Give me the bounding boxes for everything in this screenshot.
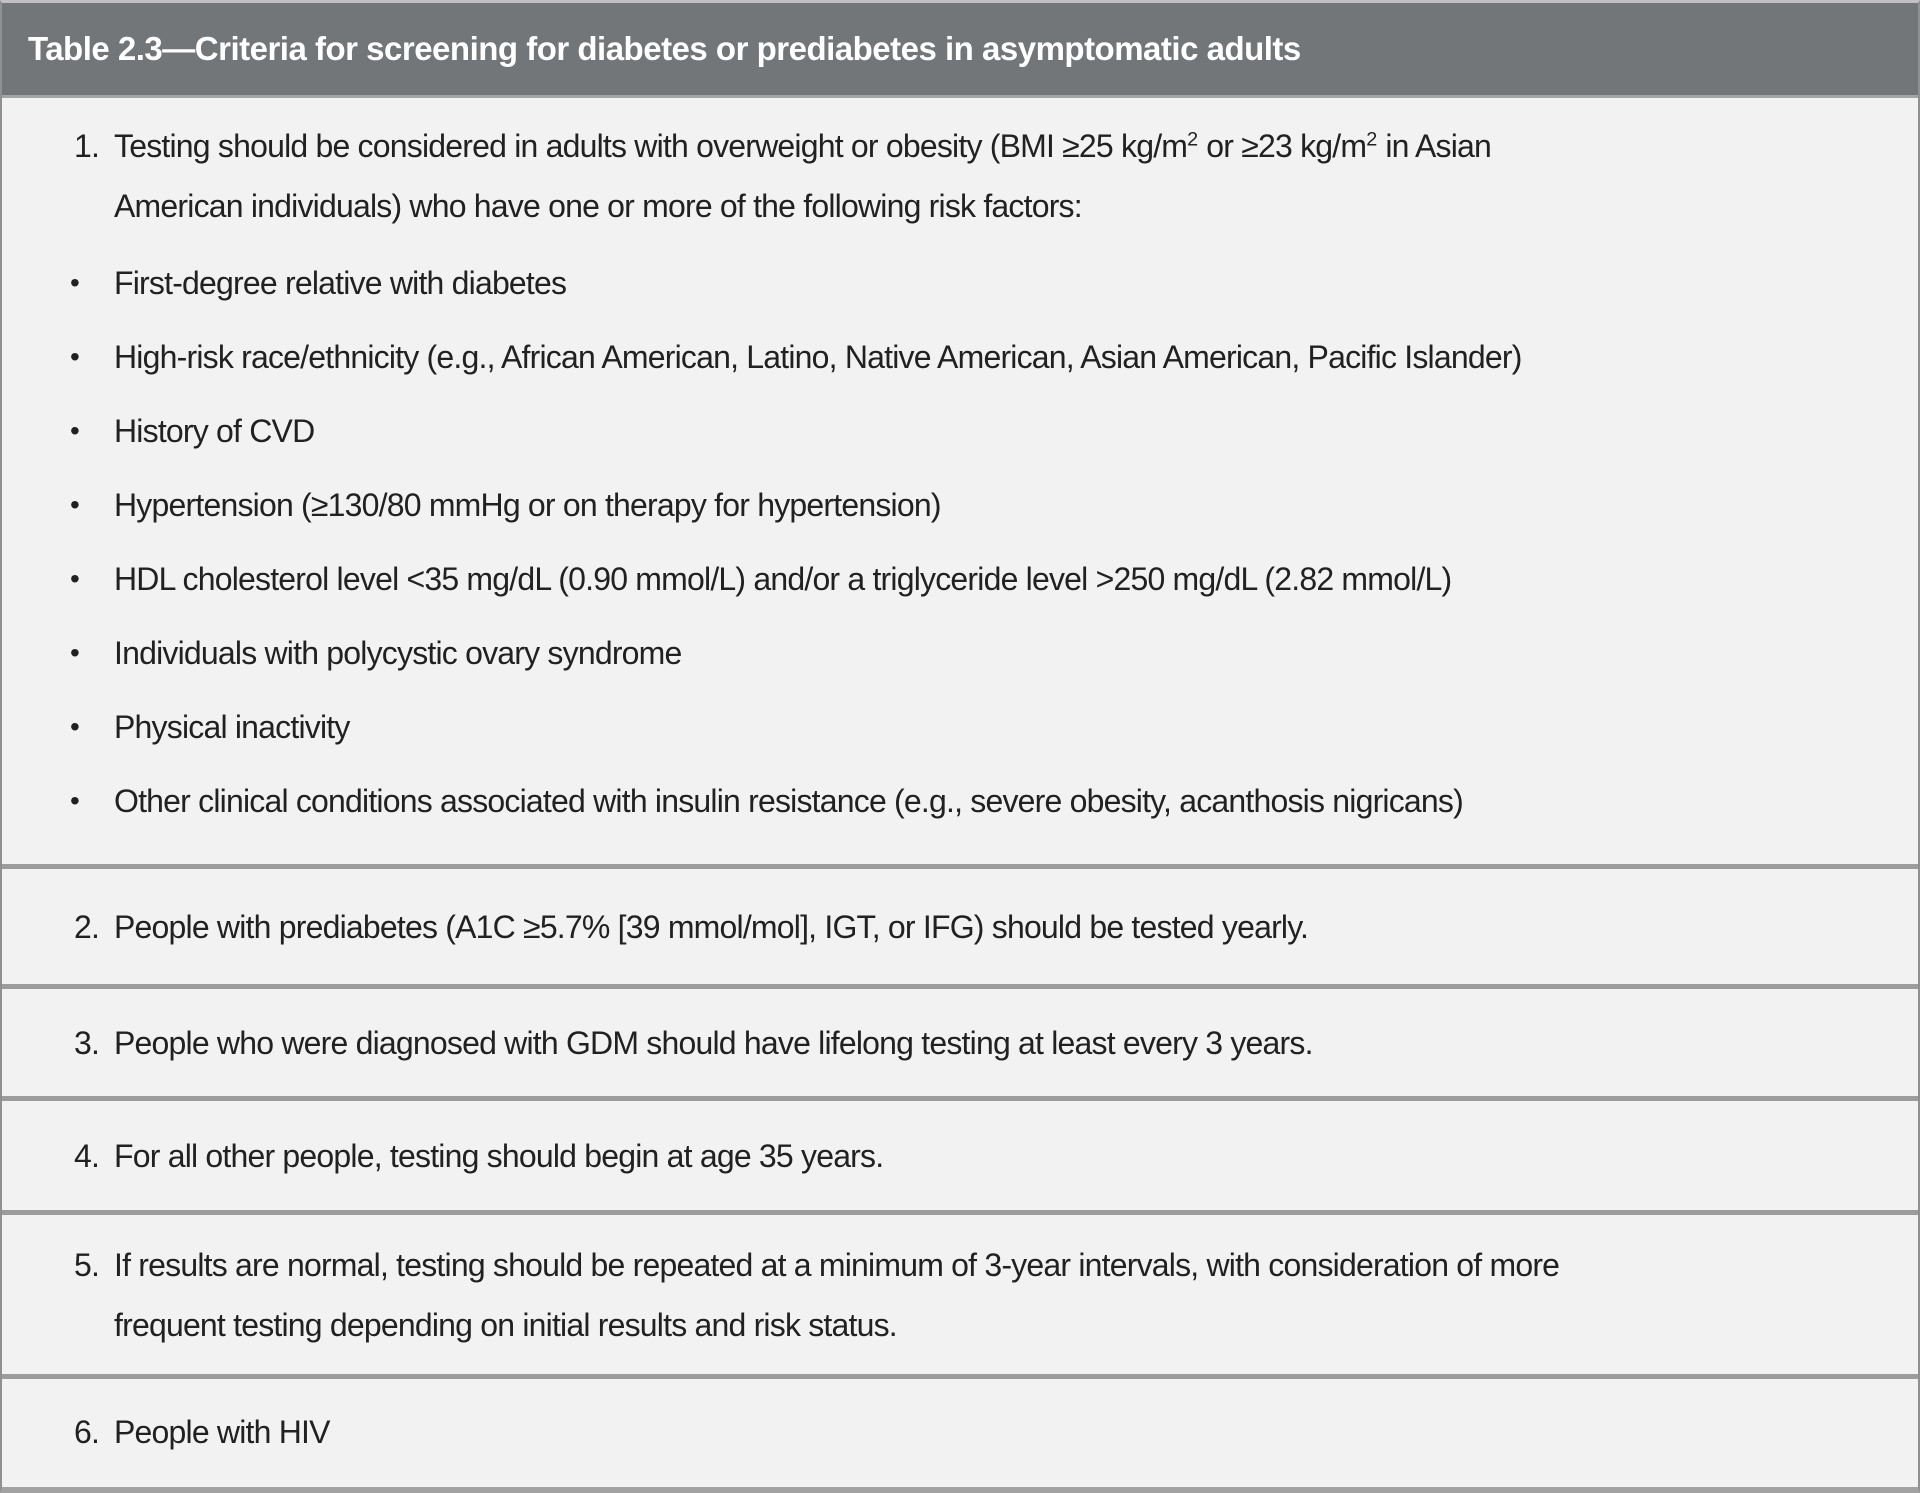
row-text: 6. People with HIV bbox=[2, 1402, 330, 1462]
list-item: • HDL cholesterol level <35 mg/dL (0.90 m… bbox=[2, 542, 1918, 616]
table-row: 4. For all other people, testing should b… bbox=[2, 1096, 1918, 1210]
list-item: • Hypertension (≥130/80 mmHg or on therap… bbox=[2, 468, 1918, 542]
risk-factor-list: • First-degree relative with diabetes • Hig… bbox=[2, 246, 1918, 838]
list-item: • Other clinical conditions associated wi… bbox=[2, 764, 1918, 838]
list-item: • History of CVD bbox=[2, 394, 1918, 468]
superscript: 2 bbox=[1366, 128, 1378, 151]
table-row: 3. People who were diagnosed with GDM sho… bbox=[2, 984, 1918, 1096]
list-item: • Individuals with polycystic ovary syndr… bbox=[2, 616, 1918, 690]
row-number: 4. bbox=[74, 1137, 100, 1174]
list-item-label: High-risk race/ethnicity (e.g., African … bbox=[114, 339, 1522, 375]
row-number: 3. bbox=[74, 1024, 100, 1061]
list-item-label: Other clinical conditions associated wit… bbox=[114, 783, 1464, 819]
row-number: 6. bbox=[74, 1413, 100, 1450]
row-text: 1. Testing should be considered in adults… bbox=[2, 98, 1582, 236]
list-item-label: Individuals with polycystic ovary syndro… bbox=[114, 635, 682, 671]
superscript: 2 bbox=[1187, 128, 1199, 151]
row-number: 1. bbox=[74, 128, 100, 164]
bullet-icon: • bbox=[70, 711, 80, 742]
row-text: 2. People with prediabetes (A1C ≥5.7% [39… bbox=[2, 897, 1309, 957]
table-row: 5. If results are normal, testing should … bbox=[2, 1210, 1918, 1374]
list-item-label: First-degree relative with diabetes bbox=[114, 265, 567, 301]
row-text: 4. For all other people, testing should b… bbox=[2, 1126, 884, 1186]
list-item: • High-risk race/ethnicity (e.g., African… bbox=[2, 320, 1918, 394]
table-header: Table 2.3—Criteria for screening for dia… bbox=[2, 3, 1918, 98]
bullet-icon: • bbox=[70, 267, 80, 298]
bullet-icon: • bbox=[70, 415, 80, 446]
list-item-label: History of CVD bbox=[114, 413, 315, 449]
row-text: 3. People who were diagnosed with GDM sho… bbox=[2, 1013, 1313, 1073]
table-row: 2. People with prediabetes (A1C ≥5.7% [39… bbox=[2, 864, 1918, 984]
list-item: • First-degree relative with diabetes bbox=[2, 246, 1918, 320]
bullet-icon: • bbox=[70, 489, 80, 520]
list-item-label: Physical inactivity bbox=[114, 709, 350, 745]
row-number: 2. bbox=[74, 908, 100, 945]
table-row: 1. Testing should be considered in adults… bbox=[2, 98, 1918, 864]
row-text: 5. If results are normal, testing should … bbox=[2, 1235, 1582, 1355]
table-title: Table 2.3—Criteria for screening for dia… bbox=[28, 30, 1301, 67]
bullet-icon: • bbox=[70, 341, 80, 372]
table-row: 6. People with HIV bbox=[2, 1374, 1918, 1484]
list-item: • Physical inactivity bbox=[2, 690, 1918, 764]
bullet-icon: • bbox=[70, 637, 80, 668]
list-item-label: Hypertension (≥130/80 mmHg or on therapy… bbox=[114, 487, 942, 523]
bullet-icon: • bbox=[70, 563, 80, 594]
bullet-icon: • bbox=[70, 785, 80, 816]
row-number: 5. bbox=[74, 1246, 100, 1283]
list-item-label: HDL cholesterol level <35 mg/dL (0.90 mm… bbox=[114, 561, 1452, 597]
table-body: 1. Testing should be considered in adults… bbox=[2, 98, 1918, 1484]
